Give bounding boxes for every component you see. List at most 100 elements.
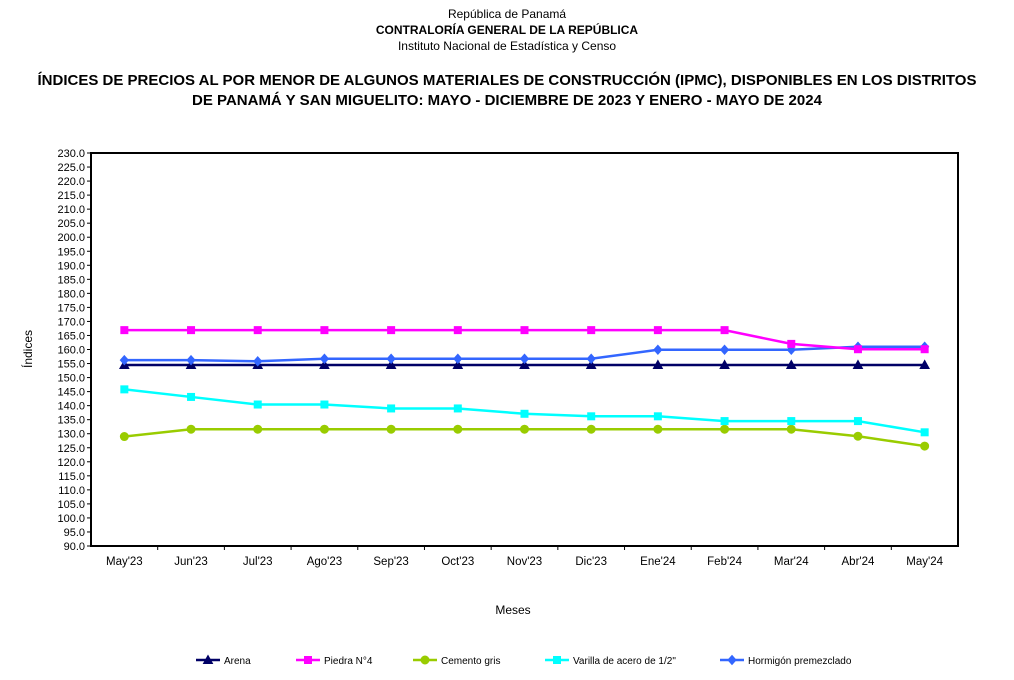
data-point-marker <box>653 326 662 335</box>
y-tick-label: 230.0 <box>57 148 85 160</box>
data-point-marker <box>452 359 464 369</box>
y-tick-label: 135.0 <box>57 415 85 427</box>
legend-swatch-marker <box>553 656 561 664</box>
legend-item: Cemento gris <box>413 655 500 667</box>
legend: Arena Piedra N°4 Cemento gris Varilla de ac… <box>196 654 852 667</box>
x-tick-label: Abr'24 <box>842 556 875 568</box>
y-tick-label: 95.0 <box>64 527 85 539</box>
legend-swatch-marker <box>202 654 214 664</box>
y-tick-label: 220.0 <box>57 176 85 188</box>
header-republic: República de Panamá <box>447 7 567 21</box>
data-point-marker <box>719 344 730 356</box>
x-tick-label: Oct'23 <box>441 556 474 568</box>
data-point-marker <box>119 354 130 366</box>
x-tick-label: Jul'23 <box>243 556 273 568</box>
legend-swatch-marker <box>727 654 737 666</box>
y-tick-label: 115.0 <box>58 471 85 483</box>
y-tick-label: 120.0 <box>57 457 85 469</box>
y-tick-label: 190.0 <box>57 260 85 272</box>
series-1 <box>120 326 929 354</box>
y-tick-label: 150.0 <box>57 373 85 385</box>
data-point-marker <box>453 353 463 365</box>
data-point-marker <box>386 353 396 365</box>
y-tick-label: 170.0 <box>57 316 85 328</box>
y-tick-label: 140.0 <box>57 401 85 413</box>
legend-label: Cemento gris <box>441 656 500 667</box>
x-axis-ticks: May'23 Jun'23 Jul'23 Ago'23 Sep'23 Oct'23 Nov'… <box>106 546 944 568</box>
data-point-marker <box>719 359 730 369</box>
data-point-marker <box>187 392 196 401</box>
data-point-marker <box>519 353 530 365</box>
x-axis-label: Meses <box>495 603 530 617</box>
legend-swatch-marker <box>304 656 312 664</box>
legend-item: Piedra N°4 <box>296 656 373 667</box>
data-point-marker <box>653 424 663 434</box>
data-point-marker <box>720 417 729 426</box>
y-tick-label: 175.0 <box>57 302 85 314</box>
y-tick-label: 110.0 <box>58 485 85 497</box>
data-point-marker <box>119 432 129 442</box>
legend-swatch-marker <box>420 655 430 665</box>
y-tick-label: 90.0 <box>64 541 85 553</box>
data-point-marker <box>852 359 864 369</box>
data-point-marker <box>320 326 329 335</box>
data-point-marker <box>853 345 862 354</box>
legend-label: Arena <box>224 656 251 667</box>
data-point-marker <box>319 353 330 365</box>
data-point-marker <box>253 356 263 367</box>
data-point-marker <box>253 400 262 409</box>
y-tick-label: 200.0 <box>57 232 85 244</box>
data-point-marker <box>853 417 862 426</box>
x-tick-label: Mar'24 <box>774 556 809 568</box>
chart-title-line-1: ÍNDICES DE PRECIOS AL POR MENOR DE ALGUN… <box>37 72 977 89</box>
data-point-marker <box>319 359 330 369</box>
data-point-marker <box>920 345 929 354</box>
data-point-marker <box>453 326 462 335</box>
y-tick-label: 145.0 <box>57 387 85 399</box>
data-point-marker <box>853 431 863 441</box>
data-point-marker <box>385 359 397 369</box>
data-point-marker <box>920 441 930 451</box>
data-point-marker <box>519 359 530 369</box>
data-point-marker <box>120 326 129 335</box>
data-point-marker <box>520 326 529 335</box>
data-point-marker <box>386 424 396 434</box>
chart-title-line-2: DE PANAMÁ Y SAN MIGUELITO: MAYO - DICIEM… <box>192 92 822 109</box>
y-tick-label: 195.0 <box>57 246 85 258</box>
data-point-marker <box>319 424 329 434</box>
data-point-marker <box>387 404 396 413</box>
legend-label: Piedra N°4 <box>324 656 373 667</box>
x-tick-label: May'24 <box>906 556 943 568</box>
data-point-marker <box>186 424 196 434</box>
data-point-marker <box>520 424 529 434</box>
legend-item: Varilla de acero de 1/2" <box>545 656 676 667</box>
y-tick-label: 165.0 <box>57 330 85 342</box>
data-point-marker <box>785 359 797 369</box>
header-institute: Instituto Nacional de Estadística y Cens… <box>397 39 617 53</box>
data-point-marker <box>587 326 596 335</box>
legend-label: Hormigón premezclado <box>748 656 852 667</box>
y-tick-label: 205.0 <box>57 218 85 230</box>
y-tick-label: 130.0 <box>57 429 85 441</box>
x-tick-label: Ago'23 <box>307 556 342 568</box>
y-tick-label: 225.0 <box>57 162 85 174</box>
y-axis-label: Índices <box>20 330 35 368</box>
legend-item: Arena <box>196 654 251 667</box>
data-point-marker <box>253 326 262 335</box>
data-point-marker <box>586 353 596 365</box>
y-tick-label: 100.0 <box>57 513 85 525</box>
data-point-marker <box>787 339 796 348</box>
data-point-marker <box>653 412 662 421</box>
y-tick-label: 210.0 <box>57 204 85 216</box>
legend-label: Varilla de acero de 1/2" <box>573 656 676 667</box>
data-point-marker <box>919 359 931 369</box>
data-point-marker <box>652 359 664 369</box>
series-2 <box>119 424 930 451</box>
x-tick-label: Dic'23 <box>575 556 607 568</box>
y-tick-label: 180.0 <box>57 288 85 300</box>
data-point-marker <box>787 417 796 426</box>
plot-frame <box>90 152 959 547</box>
x-tick-label: Sep'23 <box>373 556 408 568</box>
data-point-marker <box>120 385 129 394</box>
